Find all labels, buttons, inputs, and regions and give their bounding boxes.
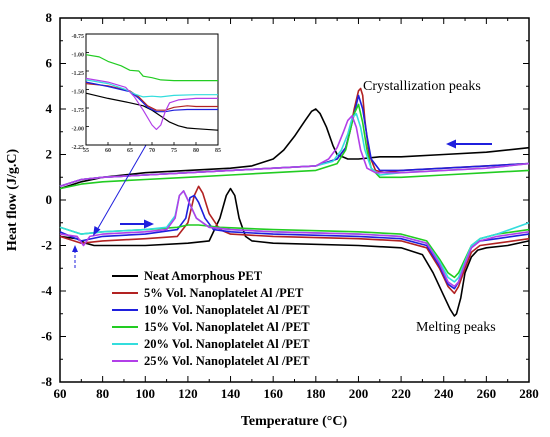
series-line-vol15-cooling <box>59 103 530 190</box>
inset-x-tick-label: 55 <box>83 148 89 154</box>
inset-y-tick-label: -0.75 <box>72 34 85 40</box>
legend-label-vol5: 5% Vol. Nanoplatelet Al /PET <box>144 286 304 300</box>
inset-y-tick-label: -2.25 <box>72 145 85 151</box>
melting-peaks-label: Melting peaks <box>416 320 496 335</box>
x-tick-label: 220 <box>391 386 411 401</box>
legend-label-vol20: 20% Vol. Nanoplatelet Al /PET <box>144 337 310 351</box>
series-line-vol25-heating <box>59 190 530 288</box>
inset-y-tick-labels: -0.75 -1.00 -1.25 -1.50 -1.75 -2.00 -2.2… <box>72 34 85 151</box>
inset-x-tick-label: 80 <box>193 148 199 154</box>
inset-y-tick-label: -1.25 <box>72 71 85 77</box>
series-line-vol25-cooling <box>59 115 530 188</box>
y-tick-label: -2 <box>41 238 52 253</box>
legend-label-vol25: 25% Vol. Nanoplatelet Al /PET <box>144 354 310 368</box>
cooling-arrow-head <box>446 139 456 149</box>
inset-y-tick-label: -2.00 <box>72 127 85 133</box>
y-tick-label: -8 <box>41 374 52 389</box>
inset-y-tick-label: -1.00 <box>72 53 85 59</box>
inset-x-tick-label: 70 <box>149 148 155 154</box>
inset-y-tick-label: -1.50 <box>72 90 85 96</box>
inset-line-vol5 <box>85 83 218 111</box>
legend-label-vol15: 15% Vol. Nanoplatelet Al /PET <box>144 320 310 334</box>
series-line-neat-heating <box>59 187 530 317</box>
direction-arrows <box>72 125 492 268</box>
inset-frame <box>85 33 219 146</box>
legend: Neat Amorphous PET 5% Vol. Nanoplatelet … <box>112 269 310 368</box>
inset-x-tick-label: 65 <box>127 148 133 154</box>
inset-x-tick-label: 85 <box>215 148 221 154</box>
y-tick-label: 8 <box>46 10 53 25</box>
inset-line-vol20 <box>85 79 218 98</box>
series-lines <box>59 87 530 317</box>
inset-axis-ticks <box>85 33 219 146</box>
glass-transition-marker-head <box>72 245 78 252</box>
x-tick-label: 140 <box>221 386 241 401</box>
x-tick-label: 280 <box>519 386 539 401</box>
inset-x-tick-labels: 55 60 65 70 75 80 85 <box>83 148 221 154</box>
inset-line-neat <box>85 92 219 131</box>
x-tick-label: 260 <box>477 386 497 401</box>
y-tick-label: 2 <box>46 147 53 162</box>
legend-label-neat: Neat Amorphous PET <box>144 269 263 283</box>
heating-arrow-head <box>144 219 154 229</box>
x-tick-label: 100 <box>136 386 156 401</box>
inset-line-vol15 <box>85 54 218 82</box>
crystallization-peaks-label: Crystallization peaks <box>363 79 481 94</box>
y-tick-label: 0 <box>46 192 53 207</box>
inset-y-tick-label: -1.75 <box>72 108 85 114</box>
inset-series-lines <box>85 54 219 131</box>
x-tick-labels: 60 80 100 120 140 160 180 200 220 240 26… <box>54 386 539 401</box>
series-line-neat-cooling <box>59 108 530 190</box>
y-tick-labels: -8 -6 -4 -2 0 2 4 6 8 <box>41 10 52 389</box>
y-axis-title: Heat flow (J/g.C) <box>5 149 20 252</box>
y-tick-label: -6 <box>41 329 52 344</box>
x-tick-label: 60 <box>54 386 67 401</box>
axis-ticks <box>59 17 530 383</box>
series-line-vol5-heating <box>59 185 530 295</box>
y-tick-label: -4 <box>41 283 52 298</box>
inset-x-tick-label: 60 <box>105 148 111 154</box>
y-tick-label: 4 <box>46 101 53 116</box>
x-tick-label: 200 <box>349 386 369 401</box>
inset-chart: -0.75 -1.00 -1.25 -1.50 -1.75 -2.00 -2.2… <box>72 33 221 154</box>
x-tick-label: 80 <box>96 386 109 401</box>
inset-line-vol25 <box>85 77 218 131</box>
x-tick-label: 120 <box>178 386 198 401</box>
x-tick-label: 240 <box>434 386 454 401</box>
inset-line-vol10 <box>85 81 218 113</box>
x-tick-label: 160 <box>263 386 283 401</box>
x-axis-title: Temperature (°C) <box>241 414 348 429</box>
x-tick-label: 180 <box>306 386 326 401</box>
legend-label-vol10: 10% Vol. Nanoplatelet Al /PET <box>144 303 310 317</box>
inset-pointer-head <box>93 226 101 236</box>
inset-x-tick-label: 75 <box>171 148 177 154</box>
y-tick-label: 6 <box>46 56 53 71</box>
